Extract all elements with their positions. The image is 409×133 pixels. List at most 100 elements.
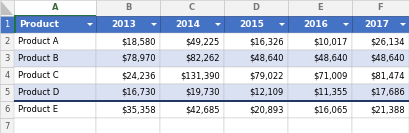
Polygon shape [279,23,285,26]
Text: Product D: Product D [18,88,59,97]
Bar [14,0,96,16]
Bar [224,16,288,33]
Bar [352,50,409,67]
Text: $35,358: $35,358 [121,105,156,114]
Text: 2016: 2016 [303,20,328,29]
Text: 2017: 2017 [364,20,389,29]
Text: $71,009: $71,009 [314,71,348,80]
Bar [224,118,288,133]
Text: 7: 7 [4,122,10,131]
Text: $42,685: $42,685 [186,105,220,114]
Text: $18,580: $18,580 [121,37,156,46]
Text: $16,326: $16,326 [249,37,284,46]
Bar [96,101,160,118]
Bar [0,16,14,33]
Bar [288,33,352,50]
Polygon shape [87,23,93,26]
Bar [352,33,409,50]
Text: $20,893: $20,893 [249,105,284,114]
Bar [14,118,96,133]
Text: $17,686: $17,686 [370,88,405,97]
Text: E: E [317,3,323,13]
Bar [96,84,160,101]
Bar [352,67,409,84]
Text: $12,109: $12,109 [250,88,284,97]
Bar [0,84,14,101]
Text: $19,730: $19,730 [186,88,220,97]
Text: $26,134: $26,134 [371,37,405,46]
Bar [0,0,14,16]
Text: 6: 6 [4,105,10,114]
Text: 2015: 2015 [240,20,265,29]
Text: Product A: Product A [18,37,58,46]
Bar [96,118,160,133]
Bar [96,16,160,33]
Text: $78,970: $78,970 [121,54,156,63]
Bar [14,84,96,101]
Bar [0,67,14,84]
Bar [0,118,14,133]
Text: $81,474: $81,474 [371,71,405,80]
Text: 1: 1 [4,20,10,29]
Bar [14,50,96,67]
Bar [224,50,288,67]
Bar [96,0,160,16]
Bar [160,0,224,16]
Bar [224,67,288,84]
Bar [288,118,352,133]
Bar [96,33,160,50]
Text: 5: 5 [4,88,10,97]
Polygon shape [343,23,349,26]
Polygon shape [151,23,157,26]
Bar [160,118,224,133]
Polygon shape [400,23,406,26]
Bar [14,16,96,33]
Bar [14,101,96,118]
Text: F: F [378,3,383,13]
Text: $82,262: $82,262 [186,54,220,63]
Text: A: A [52,3,58,13]
Bar [288,84,352,101]
Bar [14,14,96,16]
Bar [352,101,409,118]
Text: $48,640: $48,640 [314,54,348,63]
Text: Product C: Product C [18,71,58,80]
Bar [288,50,352,67]
Text: $16,065: $16,065 [314,105,348,114]
Bar [160,50,224,67]
Bar [288,16,352,33]
Bar [352,16,409,33]
Bar [96,50,160,67]
Bar [14,33,96,50]
Text: $24,236: $24,236 [121,71,156,80]
Bar [224,33,288,50]
Text: $79,022: $79,022 [249,71,284,80]
Text: $21,388: $21,388 [371,105,405,114]
Text: Product: Product [19,20,59,29]
Text: $48,640: $48,640 [371,54,405,63]
Bar [224,84,288,101]
Text: 3: 3 [4,54,10,63]
Text: $16,730: $16,730 [121,88,156,97]
Text: $11,355: $11,355 [314,88,348,97]
Bar [0,50,14,67]
Text: D: D [252,3,259,13]
Text: $49,225: $49,225 [186,37,220,46]
Bar [352,84,409,101]
Bar [14,67,96,84]
Bar [288,67,352,84]
Text: $10,017: $10,017 [314,37,348,46]
Text: C: C [189,3,195,13]
Text: 4: 4 [4,71,10,80]
Text: 2014: 2014 [175,20,200,29]
Bar [0,33,14,50]
Polygon shape [1,1,13,15]
Bar [160,84,224,101]
Bar [160,67,224,84]
Bar [14,99,409,102]
Bar [352,118,409,133]
Bar [160,16,224,33]
Text: 2013: 2013 [112,20,137,29]
Text: Product B: Product B [18,54,58,63]
Text: B: B [125,3,131,13]
